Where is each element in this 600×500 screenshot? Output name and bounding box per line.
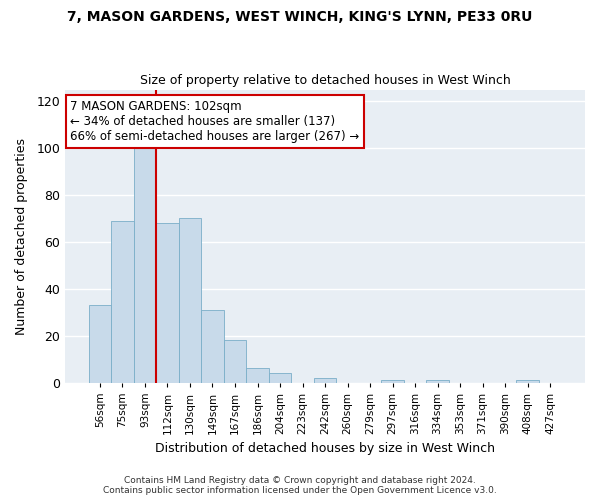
Bar: [517, 380, 539, 382]
Bar: [89, 305, 111, 382]
Bar: [382, 380, 404, 382]
Bar: [269, 373, 291, 382]
Bar: [201, 310, 224, 382]
Bar: [111, 221, 134, 382]
Bar: [156, 223, 179, 382]
Text: 7, MASON GARDENS, WEST WINCH, KING'S LYNN, PE33 0RU: 7, MASON GARDENS, WEST WINCH, KING'S LYN…: [67, 10, 533, 24]
Bar: [246, 368, 269, 382]
Bar: [224, 340, 246, 382]
Bar: [314, 378, 336, 382]
Bar: [134, 148, 156, 382]
Bar: [179, 218, 201, 382]
Bar: [427, 380, 449, 382]
Text: 7 MASON GARDENS: 102sqm
← 34% of detached houses are smaller (137)
66% of semi-d: 7 MASON GARDENS: 102sqm ← 34% of detache…: [70, 100, 359, 143]
Text: Contains HM Land Registry data © Crown copyright and database right 2024.
Contai: Contains HM Land Registry data © Crown c…: [103, 476, 497, 495]
Title: Size of property relative to detached houses in West Winch: Size of property relative to detached ho…: [140, 74, 511, 87]
X-axis label: Distribution of detached houses by size in West Winch: Distribution of detached houses by size …: [155, 442, 495, 455]
Y-axis label: Number of detached properties: Number of detached properties: [15, 138, 28, 334]
